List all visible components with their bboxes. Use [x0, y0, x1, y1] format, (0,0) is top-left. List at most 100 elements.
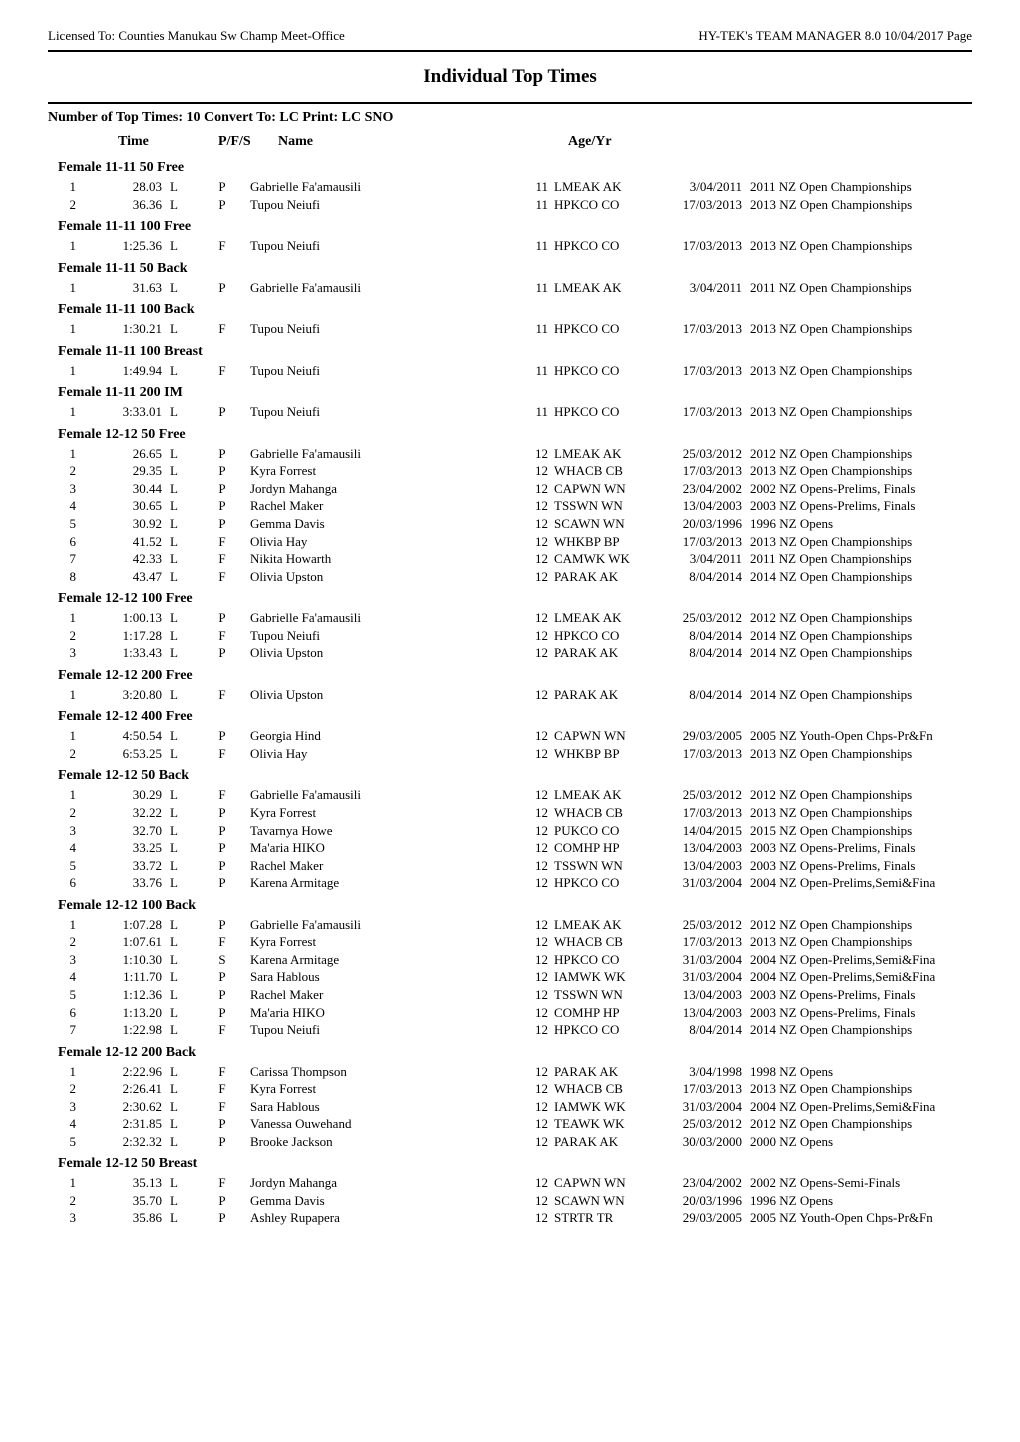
team-cell: WHACB CB [554, 462, 654, 480]
team-cell: CAPWN WN [554, 1174, 654, 1192]
team-cell: HPKCO CO [554, 320, 654, 338]
date-cell: 30/03/2000 [654, 1133, 750, 1151]
pfs-cell: P [194, 874, 250, 892]
doc-subheader: Number of Top Times: 10 Convert To: LC P… [48, 110, 972, 126]
age-cell: 12 [500, 839, 554, 857]
name-cell: Tupou Neiufi [250, 196, 500, 214]
team-cell: SCAWN WN [554, 515, 654, 533]
place-cell: 1 [48, 320, 88, 338]
flag-cell: L [168, 1080, 194, 1098]
result-row: 26:53.25LFOlivia Hay12WHKBP BP17/03/2013… [48, 745, 972, 763]
name-cell: Olivia Hay [250, 533, 500, 551]
pfs-cell: P [194, 839, 250, 857]
place-cell: 3 [48, 480, 88, 498]
meet-cell: 2013 NZ Open Championships [750, 933, 972, 951]
time-cell: 1:13.20 [88, 1004, 168, 1022]
meet-cell: 2003 NZ Opens-Prelims, Finals [750, 839, 972, 857]
date-cell: 29/03/2005 [654, 1209, 750, 1227]
flag-cell: L [168, 1209, 194, 1227]
time-cell: 2:30.62 [88, 1098, 168, 1116]
time-cell: 33.25 [88, 839, 168, 857]
date-cell: 29/03/2005 [654, 727, 750, 745]
result-row: 330.44LPJordyn Mahanga12CAPWN WN23/04/20… [48, 480, 972, 498]
team-cell: WHACB CB [554, 933, 654, 951]
team-cell: SCAWN WN [554, 1192, 654, 1210]
event-block: Female 12-12 50 Back130.29LFGabrielle Fa… [48, 768, 972, 891]
result-row: 61:13.20LPMa'aria HIKO12COMHP HP13/04/20… [48, 1004, 972, 1022]
age-cell: 12 [500, 1004, 554, 1022]
flag-cell: L [168, 1115, 194, 1133]
age-cell: 12 [500, 951, 554, 969]
flag-cell: L [168, 1004, 194, 1022]
event-block: Female 12-12 50 Free126.65LPGabrielle Fa… [48, 427, 972, 585]
pfs-cell: F [194, 745, 250, 763]
place-cell: 4 [48, 839, 88, 857]
event-title: Female 12-12 100 Free [58, 591, 972, 607]
event-title: Female 12-12 200 Back [58, 1045, 972, 1061]
result-row: 533.72LPRachel Maker12TSSWN WN13/04/2003… [48, 857, 972, 875]
name-cell: Tupou Neiufi [250, 1021, 500, 1039]
age-cell: 12 [500, 1209, 554, 1227]
result-row: 52:32.32LPBrooke Jackson12PARAK AK30/03/… [48, 1133, 972, 1151]
pfs-cell: P [194, 178, 250, 196]
result-row: 641.52LFOlivia Hay12WHKBP BP17/03/201320… [48, 533, 972, 551]
result-row: 13:20.80LFOlivia Upston12PARAK AK8/04/20… [48, 686, 972, 704]
flag-cell: L [168, 745, 194, 763]
team-cell: HPKCO CO [554, 196, 654, 214]
place-cell: 8 [48, 568, 88, 586]
meet-cell: 2012 NZ Open Championships [750, 1115, 972, 1133]
event-block: Female 11-11 50 Back131.63LPGabrielle Fa… [48, 261, 972, 297]
age-cell: 12 [500, 462, 554, 480]
result-row: 11:49.94LFTupou Neiufi11HPKCO CO17/03/20… [48, 362, 972, 380]
pfs-cell: P [194, 1115, 250, 1133]
pfs-cell: F [194, 933, 250, 951]
flag-cell: L [168, 627, 194, 645]
meet-cell: 2002 NZ Opens-Prelims, Finals [750, 480, 972, 498]
date-cell: 17/03/2013 [654, 237, 750, 255]
place-cell: 3 [48, 951, 88, 969]
name-cell: Rachel Maker [250, 857, 500, 875]
meet-cell: 2013 NZ Open Championships [750, 362, 972, 380]
meet-cell: 2011 NZ Open Championships [750, 178, 972, 196]
doc-title: Individual Top Times [48, 66, 972, 88]
date-cell: 8/04/2014 [654, 1021, 750, 1039]
age-cell: 12 [500, 857, 554, 875]
time-cell: 4:50.54 [88, 727, 168, 745]
date-cell: 31/03/2004 [654, 951, 750, 969]
age-cell: 12 [500, 568, 554, 586]
meet-cell: 2015 NZ Open Championships [750, 822, 972, 840]
flag-cell: L [168, 804, 194, 822]
pfs-cell: F [194, 1080, 250, 1098]
pfs-cell: P [194, 196, 250, 214]
date-cell: 25/03/2012 [654, 1115, 750, 1133]
team-cell: STRTR TR [554, 1209, 654, 1227]
meet-cell: 2012 NZ Open Championships [750, 916, 972, 934]
place-cell: 1 [48, 279, 88, 297]
meet-cell: 2004 NZ Open-Prelims,Semi&Fina [750, 951, 972, 969]
name-cell: Karena Armitage [250, 874, 500, 892]
flag-cell: L [168, 237, 194, 255]
time-cell: 32.22 [88, 804, 168, 822]
flag-cell: L [168, 1192, 194, 1210]
age-cell: 12 [500, 609, 554, 627]
pfs-cell: P [194, 480, 250, 498]
event-block: Female 11-11 50 Free128.03LPGabrielle Fa… [48, 160, 972, 213]
time-cell: 43.47 [88, 568, 168, 586]
age-cell: 12 [500, 533, 554, 551]
team-cell: WHKBP BP [554, 533, 654, 551]
col-header-pfs: P/F/S [218, 134, 278, 150]
event-block: Female 12-12 100 Back11:07.28LPGabrielle… [48, 898, 972, 1039]
age-cell: 11 [500, 362, 554, 380]
name-cell: Tupou Neiufi [250, 627, 500, 645]
date-cell: 17/03/2013 [654, 1080, 750, 1098]
time-cell: 1:22.98 [88, 1021, 168, 1039]
date-cell: 17/03/2013 [654, 403, 750, 421]
date-cell: 13/04/2003 [654, 497, 750, 515]
meet-cell: 2003 NZ Opens-Prelims, Finals [750, 857, 972, 875]
flag-cell: L [168, 568, 194, 586]
name-cell: Nikita Howarth [250, 550, 500, 568]
event-block: Female 12-12 400 Free14:50.54LPGeorgia H… [48, 709, 972, 762]
flag-cell: L [168, 968, 194, 986]
name-cell: Georgia Hind [250, 727, 500, 745]
age-cell: 12 [500, 1192, 554, 1210]
